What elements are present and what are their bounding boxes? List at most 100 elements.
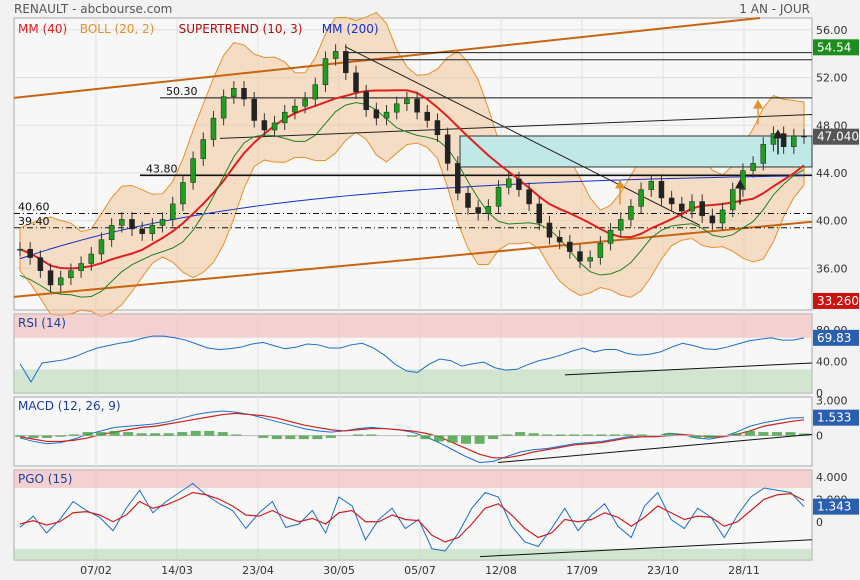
macd-histogram-bar [704,435,715,438]
chart-title: RENAULT - abcbourse.com [14,2,173,16]
price-label-box [813,292,859,309]
legend-entry: BOLL (20, 2) [80,22,155,36]
macd-histogram-bar [542,434,553,436]
pgo-value-box [813,498,859,515]
candle-body [78,263,84,271]
macd-ytick: 3.000 [816,395,848,408]
x-tick-label: 07/02 [80,564,112,577]
candle-body [302,98,308,107]
pgo-legend: PGO (15) [18,472,72,486]
candle-body [556,237,563,243]
candle-body [343,51,349,74]
rsi-trendline [564,362,813,376]
macd-histogram-bar [609,434,620,436]
legend-entry: MM (200) [322,22,379,36]
candle-body [424,111,431,121]
candle-body [516,178,522,190]
price-ytick: 52.00 [816,72,848,85]
price-ytick: 40.00 [816,215,848,228]
candle-body [57,277,64,286]
level-label: 40.60 [18,200,50,213]
candle-body [220,96,227,119]
signal-arrowhead [735,179,745,189]
rsi-ytick: 0 [816,387,823,400]
candle-body [495,186,502,207]
macd-histogram-bar [785,432,796,436]
level-label: 39.40 [18,215,50,228]
candle-body [271,122,278,131]
highlight-zone [459,135,813,168]
macd-histogram-bar [596,434,607,436]
price-label-box [813,128,859,145]
candle-body [139,228,145,234]
candle-body [567,241,573,252]
candle-body [729,189,736,211]
candle-body [373,109,380,119]
candle-body [88,253,95,264]
candle-body [108,225,115,240]
macd-histogram-bar [636,434,647,436]
macd-histogram-bar [258,435,269,438]
candle-body [587,257,593,262]
macd-histogram-bar [515,432,526,436]
candle-body [740,170,746,190]
price-ytick: 56.00 [816,24,848,37]
price-label: 54.54 [817,40,851,54]
pgo-ytick: 0 [816,516,823,529]
candle-body [261,120,268,131]
macd-histogram-bar [352,434,363,436]
macd-histogram-bar [420,435,431,440]
macd-histogram-bar [407,435,417,437]
macd-histogram-bar [15,435,25,437]
candle-body [129,219,135,230]
candle-body [638,189,644,207]
macd-histogram-bar [150,433,161,436]
candle-body [149,225,156,234]
macd-histogram-bar [366,434,377,436]
rsi-series-0 [19,335,805,383]
macd-histogram-bar [799,433,809,436]
candle-body [791,135,797,147]
candle-body [485,206,492,214]
x-tick-label: 30/05 [323,564,355,577]
candle-body [628,206,634,220]
candle-body [17,248,23,251]
macd-histogram-bar [447,435,458,443]
indicator-zone [14,548,812,560]
mm40-line [19,89,805,270]
candle-body [679,203,685,212]
x-tick-label: 17/09 [566,564,598,577]
candle-body [577,251,583,262]
legend-entry: MM (40) [18,22,67,36]
macd-histogram-bar [771,432,782,436]
macd-histogram-bar [623,434,634,436]
pgo-series-1 [19,491,805,543]
trendline-upper [219,114,813,139]
macd-histogram-bar [461,435,472,444]
candle-body [383,111,390,119]
macd-histogram-bar [501,434,512,436]
x-tick-label: 05/07 [404,564,436,577]
macd-histogram-bar [434,435,445,442]
candle-body [597,243,604,258]
candle-body [699,201,705,217]
macd-histogram-bar [298,435,309,440]
candle-body [780,133,787,147]
price-label: 33.260 [817,294,859,308]
candle-body [68,270,74,279]
price-ytick: 36.00 [816,262,848,275]
rsi-legend: RSI (14) [18,316,66,330]
chart-header: RENAULT - abcbourse.com 1 AN - JOUR [0,0,860,18]
candle-body [98,239,105,255]
macd-histogram-bar [163,433,174,436]
macd-trendline [497,433,813,463]
pgo-trendline [479,539,813,558]
macd-histogram-bar [690,435,701,438]
macd-histogram-bar [69,434,80,436]
candle-body [536,203,543,224]
candle-body [37,257,44,271]
mm200-line [19,175,805,260]
candle-body [393,103,400,113]
rsi-value-box [813,329,859,346]
